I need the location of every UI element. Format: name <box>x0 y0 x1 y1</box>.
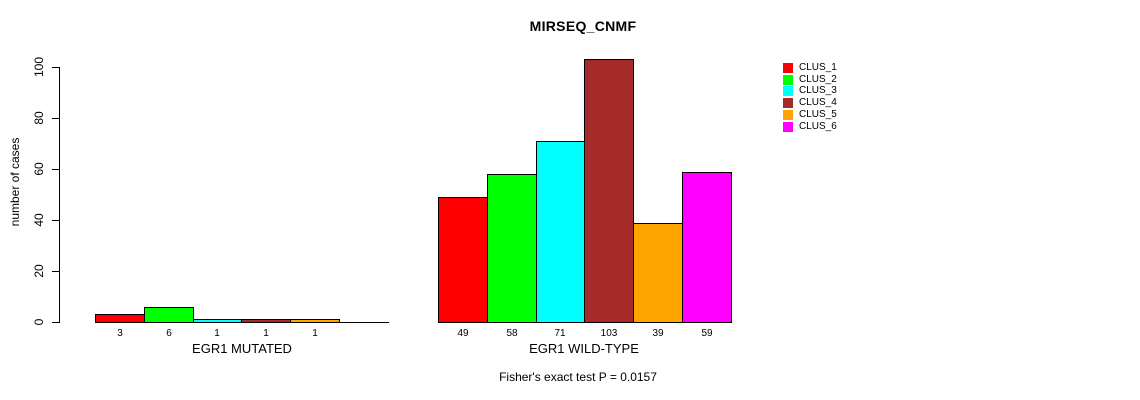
y-axis-label: number of cases <box>8 137 22 227</box>
bar-clus-5 <box>290 319 340 323</box>
bar-value-label: 71 <box>554 328 566 339</box>
bar-clus-2 <box>144 307 194 323</box>
legend: CLUS_1 CLUS_2 CLUS_3 CLUS_4 CLUS_5 CLUS_6 <box>783 62 893 152</box>
fisher-test-footnote: Fisher's exact test P = 0.0157 <box>499 370 657 384</box>
bar-clus-1 <box>95 314 145 323</box>
chart-title: MIRSEQ_CNMF <box>529 18 637 34</box>
bar-clus-3 <box>536 141 585 323</box>
legend-label: CLUS_6 <box>799 121 837 132</box>
y-tick-label: 80 <box>32 111 46 125</box>
y-tick-label: 40 <box>32 213 46 227</box>
y-tick-label: 100 <box>32 56 46 78</box>
y-tick <box>52 169 59 170</box>
bar-value-label: 103 <box>600 328 618 339</box>
x-axis-label-egr1-mutated: EGR1 MUTATED <box>192 341 292 356</box>
bar-clus-5 <box>633 223 683 323</box>
bar-value-label: 3 <box>117 328 123 339</box>
bar-value-label: 59 <box>701 328 713 339</box>
legend-swatch-clus-2 <box>783 75 793 85</box>
bar-value-label: 1 <box>263 328 269 339</box>
legend-label: CLUS_2 <box>799 74 837 85</box>
legend-swatch-clus-3 <box>783 86 793 96</box>
y-tick-label: 20 <box>32 264 46 278</box>
y-tick <box>52 118 59 119</box>
legend-swatch-clus-5 <box>783 110 793 120</box>
legend-label: CLUS_4 <box>799 97 837 108</box>
y-tick-label: 60 <box>32 162 46 176</box>
legend-label: CLUS_5 <box>799 109 837 120</box>
bar-clus-2 <box>487 174 537 323</box>
bar-value-label: 1 <box>214 328 220 339</box>
y-tick-label: 0 <box>32 318 46 326</box>
bar-value-label: 1 <box>312 328 318 339</box>
y-tick <box>52 271 59 272</box>
bar-clus-4 <box>584 59 634 323</box>
legend-swatch-clus-1 <box>783 63 793 73</box>
x-axis-label-egr1-wild-type: EGR1 WILD-TYPE <box>529 341 639 356</box>
bar-clus-3 <box>193 319 242 323</box>
bar-clus-1 <box>438 197 488 323</box>
legend-label: CLUS_1 <box>799 62 837 73</box>
legend-label: CLUS_3 <box>799 85 837 96</box>
y-axis <box>59 67 60 323</box>
bar-value-label: 49 <box>457 328 469 339</box>
y-tick <box>52 322 59 323</box>
legend-swatch-clus-4 <box>783 98 793 108</box>
bar-value-label: 39 <box>652 328 664 339</box>
legend-swatch-clus-6 <box>783 122 793 132</box>
y-tick <box>52 67 59 68</box>
bar-value-label: 6 <box>166 328 172 339</box>
bar-clus-4 <box>241 319 291 323</box>
bar-clus-6 <box>682 172 732 323</box>
bar-value-label: 58 <box>506 328 518 339</box>
y-tick <box>52 220 59 221</box>
